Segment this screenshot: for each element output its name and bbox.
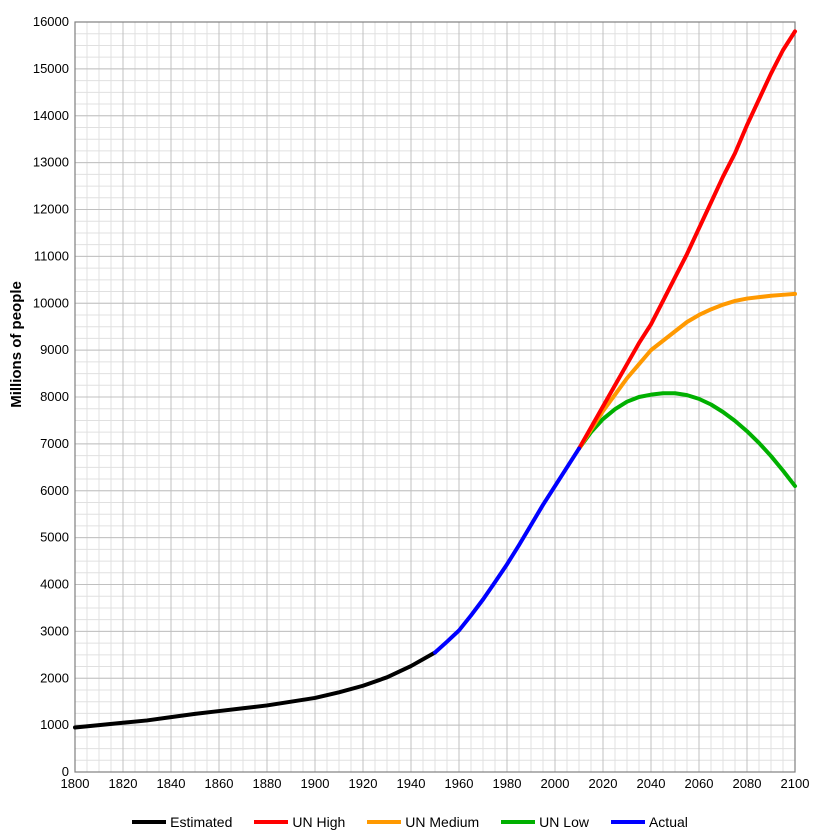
svg-text:1840: 1840 [157,776,186,791]
svg-text:9000: 9000 [40,342,69,357]
legend-label: UN High [292,814,345,830]
legend-swatch [501,820,535,824]
svg-text:1900: 1900 [301,776,330,791]
svg-text:2100: 2100 [781,776,810,791]
svg-text:14000: 14000 [33,108,69,123]
legend-item-un_low: UN Low [501,814,589,830]
svg-text:1820: 1820 [109,776,138,791]
svg-text:3000: 3000 [40,623,69,638]
svg-text:6000: 6000 [40,483,69,498]
svg-text:16000: 16000 [33,14,69,29]
svg-text:1860: 1860 [205,776,234,791]
svg-text:2060: 2060 [685,776,714,791]
legend-label: UN Medium [405,814,479,830]
chart-container: Millions of people 010002000300040005000… [0,0,820,836]
legend-swatch [132,820,166,824]
svg-text:11000: 11000 [34,248,69,263]
svg-text:1000: 1000 [40,717,69,732]
svg-text:2020: 2020 [589,776,618,791]
svg-text:2000: 2000 [541,776,570,791]
legend-swatch [367,820,401,824]
svg-text:1800: 1800 [61,776,90,791]
svg-text:1880: 1880 [253,776,282,791]
svg-text:4000: 4000 [40,577,69,592]
legend-label: UN Low [539,814,589,830]
svg-text:8000: 8000 [40,389,69,404]
svg-text:2000: 2000 [40,670,69,685]
chart-svg: 0100020003000400050006000700080009000100… [0,0,820,836]
svg-text:5000: 5000 [40,530,69,545]
svg-text:10000: 10000 [33,295,69,310]
svg-text:1980: 1980 [493,776,522,791]
legend-swatch [254,820,288,824]
legend-item-estimated: Estimated [132,814,232,830]
legend-item-un_medium: UN Medium [367,814,479,830]
legend-item-un_high: UN High [254,814,345,830]
svg-text:1960: 1960 [445,776,474,791]
svg-text:1940: 1940 [397,776,426,791]
legend-swatch [611,820,645,824]
legend-label: Estimated [170,814,232,830]
svg-text:13000: 13000 [33,155,69,170]
legend-label: Actual [649,814,688,830]
svg-text:15000: 15000 [33,61,69,76]
svg-text:2040: 2040 [637,776,666,791]
legend-item-actual: Actual [611,814,688,830]
svg-text:1920: 1920 [349,776,378,791]
y-axis-label: Millions of people [8,281,25,408]
svg-text:2080: 2080 [733,776,762,791]
svg-text:7000: 7000 [40,436,69,451]
legend: Estimated UN High UN Medium UN Low Actual [0,814,820,830]
svg-text:12000: 12000 [33,202,69,217]
